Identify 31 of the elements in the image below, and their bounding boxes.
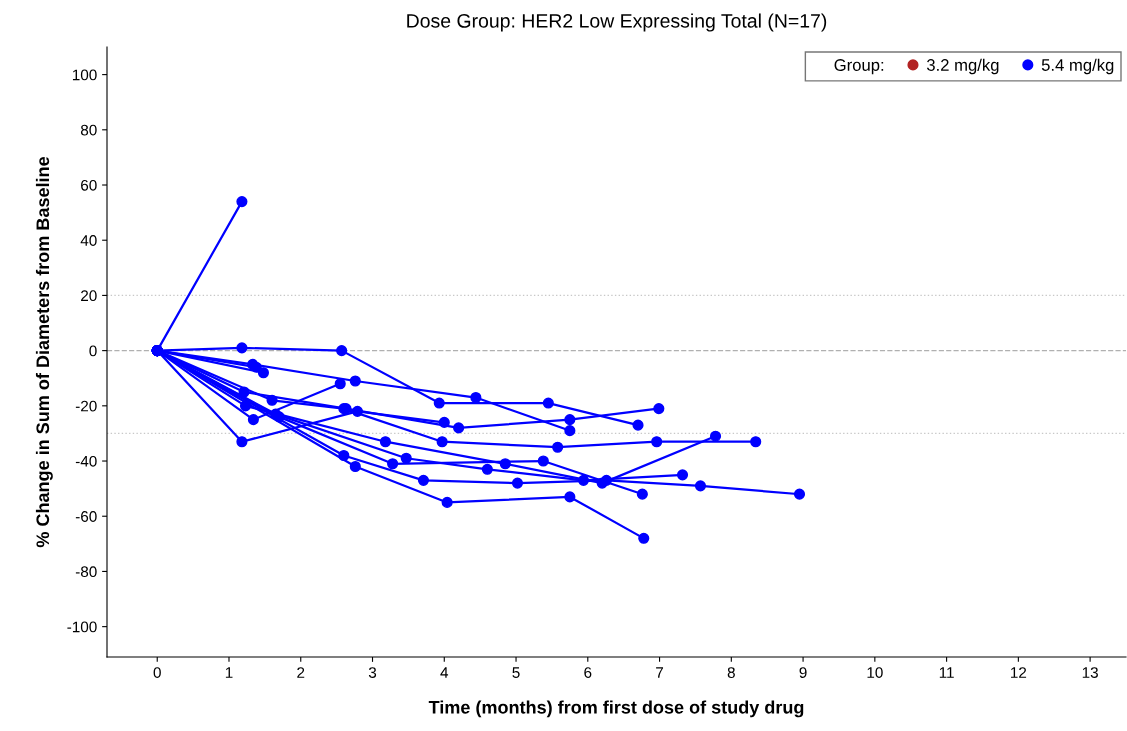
y-tick-label: -40 [75,455,97,467]
x-tick-label: 4 [440,667,449,678]
x-tick-label: 12 [1011,667,1027,678]
y-tick-label: 20 [81,290,97,302]
legend-label: 5.4 mg/kg [1041,58,1114,75]
y-tick-label: -20 [75,400,97,412]
x-tick-label: 10 [867,667,883,678]
x-tick-label: 3 [368,667,377,678]
chart-title: Dose Group: HER2 Low Expressing Total (N=17) [407,13,827,32]
y-tick-label: 100 [72,69,97,81]
x-tick-label: 13 [1082,667,1098,678]
y-tick-label: 0 [89,345,97,357]
x-tick-label: 11 [939,667,954,678]
x-tick-label: 1 [225,667,233,678]
y-tick-label: 60 [81,179,97,191]
x-tick-label: 2 [297,667,305,678]
x-tick-label: 9 [799,667,807,678]
y-tick-label: -80 [75,566,97,578]
legend-label: 3.2 mg/kg [926,58,999,75]
x-tick-label: 5 [512,667,520,678]
x-tick-label: 8 [727,667,735,678]
x-tick-label: 0 [153,667,161,678]
y-tick-label: -60 [75,511,97,522]
y-axis-title: % Change in Sum of Diameters from Baseline [35,156,53,548]
y-tick-label: 80 [80,124,97,136]
y-tick-label: -100 [67,621,97,633]
legend-title: Group: [834,59,884,75]
x-axis-title: Time (months) from first dose of study drug [428,700,804,718]
x-tick-label: 6 [584,667,592,678]
x-tick-label: 7 [656,667,664,678]
y-tick-label: 40 [80,235,97,246]
